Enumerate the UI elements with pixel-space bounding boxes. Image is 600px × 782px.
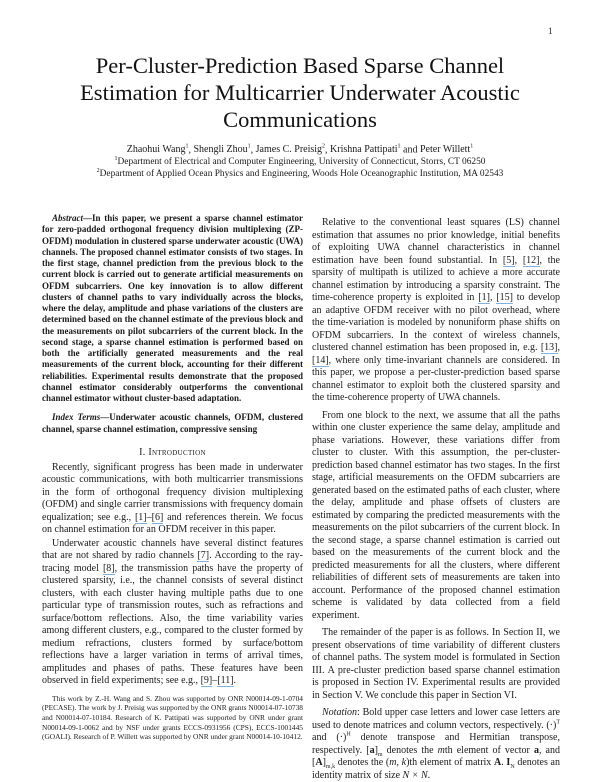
citation-link[interactable]: [5] — [502, 254, 515, 267]
text-run: , where only time-invariant channels are… — [312, 354, 560, 404]
text-run: . — [501, 757, 507, 768]
affiliation: 1Department of Electrical and Computer E… — [114, 156, 486, 168]
text-run: Relative to the conventional least squar… — [312, 217, 560, 266]
text-run: . — [427, 769, 431, 781]
footnote: This work by Z.-H. Wang and S. Zhou was … — [42, 693, 303, 742]
bold-symbol: A — [315, 757, 323, 768]
text-run: denotes an identity matrix of size — [312, 757, 560, 781]
text-run: denotes the — [382, 744, 438, 756]
text-run: , the sparsity of multipath is utilized … — [312, 254, 560, 304]
text-run: th element of vector — [444, 744, 534, 756]
text-run: ] — [374, 744, 378, 756]
citation-link[interactable]: [15] — [496, 292, 513, 304]
italic-text: N × N — [402, 769, 428, 781]
text-run: From one block to the next, we assume th… — [312, 409, 560, 621]
author: Krishna Pattipati1 — [330, 144, 401, 156]
body-paragraph: From one block to the next, we assume th… — [312, 410, 560, 623]
text-run: )th element of matrix — [406, 757, 494, 768]
abstract: Abstract—In this paper, we present a spa… — [42, 213, 303, 403]
italic-text: m, k — [389, 757, 407, 768]
right-column: Relative to the conventional least squar… — [312, 217, 560, 782]
text-run: and references therein. We focus on chan… — [42, 511, 303, 536]
page-number: 1 — [548, 26, 553, 36]
text-run: . According to the ray-tracing model — [42, 550, 303, 574]
citation-link[interactable]: [8] — [102, 562, 115, 575]
superscript: H — [346, 731, 351, 738]
italic-text: m — [437, 744, 445, 756]
citation-link[interactable]: [7] — [197, 550, 210, 563]
paper-title: Per-Cluster-Prediction Based Sparse Chan… — [0, 52, 600, 133]
text-run: , the transmission paths have the proper… — [42, 562, 304, 687]
title-line: Estimation for Multicarrier Underwater A… — [80, 80, 520, 105]
citation-link[interactable]: [6] — [151, 511, 164, 524]
text-run: – — [212, 675, 218, 687]
text-run: ] — [322, 757, 326, 768]
italic-text: Notation — [322, 707, 358, 718]
citation-link[interactable]: [1] — [478, 292, 490, 304]
subscript: m,k — [325, 764, 336, 770]
author: Peter Willett1 — [420, 144, 474, 156]
text-run: , — [514, 254, 523, 266]
text-run: , — [557, 342, 561, 353]
citation-link[interactable]: [12] — [522, 254, 540, 267]
body-paragraph: The remainder of the paper is as follows… — [312, 627, 560, 702]
affiliation: 2Department of Applied Ocean Physics and… — [96, 168, 504, 180]
text-run: . — [233, 675, 237, 687]
citation-link[interactable]: [9] — [200, 675, 213, 688]
body-paragraph: Underwater acoustic channels have severa… — [42, 538, 303, 688]
body-paragraph: Recently, significant progress has been … — [42, 462, 303, 537]
citation-link[interactable]: [14] — [312, 354, 329, 367]
title-line: Communications — [223, 107, 377, 132]
subscript: N — [510, 764, 515, 770]
author-list: Zhaohui Wang1, Shengli Zhou1, James C. P… — [126, 144, 474, 156]
author: Zhaohui Wang1 — [126, 144, 189, 156]
bold-symbol: A — [493, 757, 502, 768]
citation-link[interactable]: [1] — [134, 511, 147, 524]
text-run: : Bold upper case letters and lower case… — [312, 707, 560, 731]
left-column: Abstract—In this paper, we present a spa… — [42, 213, 303, 742]
notation-paragraph: Notation: Bold upper case letters and lo… — [312, 707, 560, 782]
bold-symbol: a — [369, 744, 375, 756]
text-run: to develop an adaptive OFDM receiver wit… — [312, 292, 561, 353]
text-run: – — [146, 511, 152, 523]
author: James C. Preisig2 — [255, 144, 326, 156]
subscript: m — [377, 751, 383, 758]
bold-symbol: I — [506, 757, 511, 768]
text-run: , and [ — [312, 744, 560, 769]
text-run: Underwater acoustic channels have severa… — [42, 537, 303, 562]
text-run: , — [489, 292, 497, 303]
citation-link[interactable]: [13] — [540, 342, 558, 354]
title-line: Per-Cluster-Prediction Based Sparse Chan… — [95, 53, 505, 78]
text-run: denote transpose and Hermitian transpose… — [312, 732, 560, 756]
author: Shengli Zhou1 — [193, 144, 251, 156]
text-run: and (·) — [312, 732, 347, 743]
text-run: The remainder of the paper is as follows… — [312, 627, 560, 701]
citation-link[interactable]: [11] — [217, 675, 234, 688]
bold-symbol: a — [533, 744, 539, 756]
superscript: T — [556, 719, 560, 726]
body-paragraph: Relative to the conventional least squar… — [312, 217, 560, 405]
text-run: denotes the ( — [335, 757, 390, 768]
index-terms: Index Terms—Underwater acoustic channels… — [42, 412, 303, 434]
text-run: Recently, significant progress has been … — [42, 461, 303, 523]
section-heading: I. Introduction — [139, 446, 206, 458]
